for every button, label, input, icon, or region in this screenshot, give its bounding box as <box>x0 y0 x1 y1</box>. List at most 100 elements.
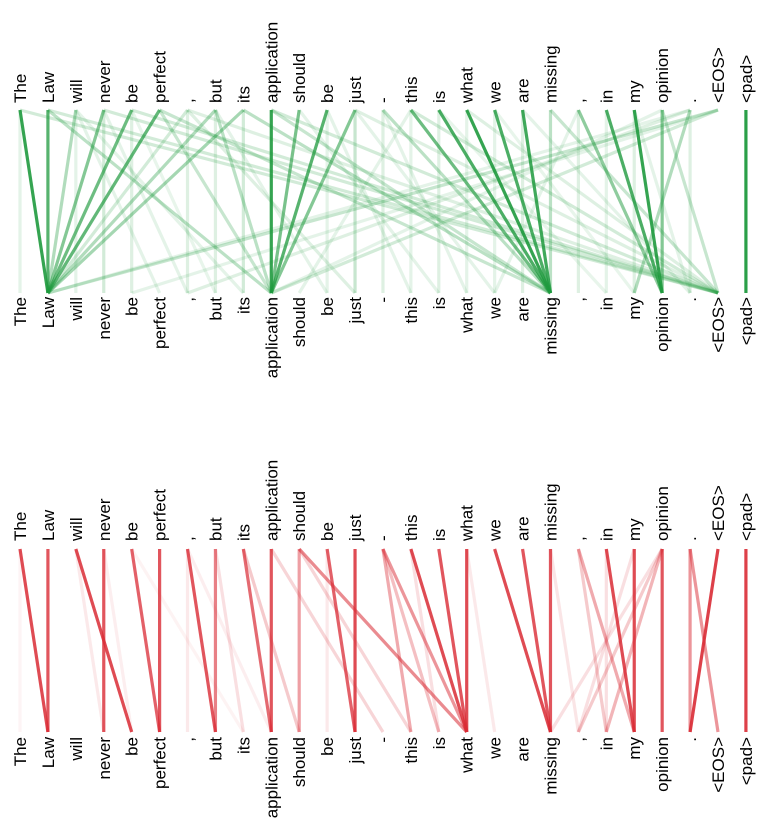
source-token-label: is <box>430 91 449 103</box>
attention-edge <box>660 109 720 294</box>
source-token-label: Law <box>39 509 58 541</box>
attention-edge <box>131 108 719 295</box>
bottom-attention-panel-red: The Law will never be perfect, but its applicati… <box>11 460 756 819</box>
attention-edge <box>409 548 441 733</box>
attention-edge <box>465 108 719 295</box>
attention-edge <box>47 108 719 295</box>
attention-edge <box>74 548 106 733</box>
attention-edge <box>576 109 664 294</box>
source-token-label: my <box>625 518 644 541</box>
source-token-label: <pad> <box>737 55 756 103</box>
attention-edge <box>493 109 553 294</box>
source-token-label: missing <box>541 483 560 541</box>
attention-edge <box>46 109 78 294</box>
attention-edge <box>298 547 468 734</box>
attention-edge <box>130 548 162 733</box>
attention-edge <box>269 548 385 733</box>
source-token-label: be <box>123 522 142 541</box>
source-token-label: <pad> <box>737 493 756 541</box>
attention-edge <box>241 548 273 733</box>
source-token-label: , <box>179 98 198 103</box>
target-token-label: in <box>597 737 616 750</box>
source-token-label: is <box>430 529 449 541</box>
target-token-label: , <box>179 297 198 302</box>
attention-edge <box>213 109 273 294</box>
target-token-label: are <box>514 297 533 322</box>
source-token-label: its <box>234 86 253 103</box>
target-token-label: this <box>402 297 421 323</box>
target-token-label: <EOS> <box>709 297 728 353</box>
target-token-label: - <box>374 297 393 303</box>
source-token-label: but <box>206 517 225 541</box>
attention-edge <box>214 109 329 294</box>
target-token-label: we <box>486 297 505 320</box>
attention-edge <box>185 548 218 733</box>
attention-edge <box>409 109 552 294</box>
target-token-label: what <box>458 297 477 334</box>
attention-edge <box>213 548 245 733</box>
target-token-label: The <box>11 737 30 766</box>
target-token-label: but <box>206 737 225 761</box>
attention-edge <box>130 109 217 294</box>
attention-edge <box>74 108 245 295</box>
target-token-label: in <box>597 297 616 310</box>
attention-edge <box>18 109 50 294</box>
attention-edge <box>158 108 552 295</box>
source-token-label: in <box>597 528 616 541</box>
source-token-label: <EOS> <box>709 485 728 541</box>
attention-edge <box>632 109 664 294</box>
attention-edge <box>47 108 719 295</box>
source-token-label: this <box>402 515 421 541</box>
target-token-label: is <box>430 737 449 749</box>
target-token-label: be <box>318 297 337 316</box>
attention-edge <box>186 108 719 295</box>
attention-edge <box>46 108 245 295</box>
attention-edge <box>46 108 273 295</box>
attention-edge <box>74 109 162 294</box>
attention-edge <box>493 109 636 294</box>
target-token-label: never <box>95 297 114 340</box>
attention-edge <box>604 548 636 733</box>
target-token-label: <EOS> <box>709 737 728 793</box>
source-token-label: . <box>681 536 700 541</box>
target-token-label: opinion <box>653 297 672 352</box>
attention-edge <box>493 109 580 294</box>
source-token-label: Law <box>39 71 58 103</box>
target-token-label: missing <box>541 297 560 355</box>
attention-edge <box>604 109 664 294</box>
attention-edge <box>576 548 664 733</box>
source-token-label: be <box>123 84 142 103</box>
target-token-label: we <box>486 737 505 760</box>
source-token-label: The <box>11 74 30 103</box>
attention-edge <box>103 108 719 295</box>
attention-edge <box>46 109 134 294</box>
attention-edge <box>549 108 720 295</box>
top-attention-panel-green: The Law will never be perfect, but its applicati… <box>11 22 756 379</box>
source-token-label: be <box>318 522 337 541</box>
target-token-label: application <box>262 737 281 818</box>
target-token-label: The <box>11 297 30 326</box>
attention-edge <box>46 109 106 294</box>
attention-edge <box>576 548 636 733</box>
source-token-label: , <box>569 98 588 103</box>
attention-edge <box>46 109 161 294</box>
attention-edge <box>410 108 719 295</box>
target-token-label: , <box>179 737 198 742</box>
attention-edge <box>297 548 413 733</box>
target-token-label: this <box>402 737 421 763</box>
target-token-label: will <box>67 297 86 322</box>
attention-edge <box>186 108 691 295</box>
source-token-label: should <box>290 53 309 103</box>
attention-edge <box>46 108 217 295</box>
attention-edge <box>269 109 329 294</box>
source-token-label: my <box>625 80 644 103</box>
attention-edge <box>437 548 469 733</box>
attention-edge <box>381 548 441 733</box>
source-token-label: The <box>11 512 30 541</box>
source-token-label: never <box>95 60 114 103</box>
attention-edge <box>158 109 273 294</box>
source-token-label: just <box>346 76 365 104</box>
attention-edge <box>270 108 552 295</box>
source-token-label: perfect <box>151 51 170 103</box>
